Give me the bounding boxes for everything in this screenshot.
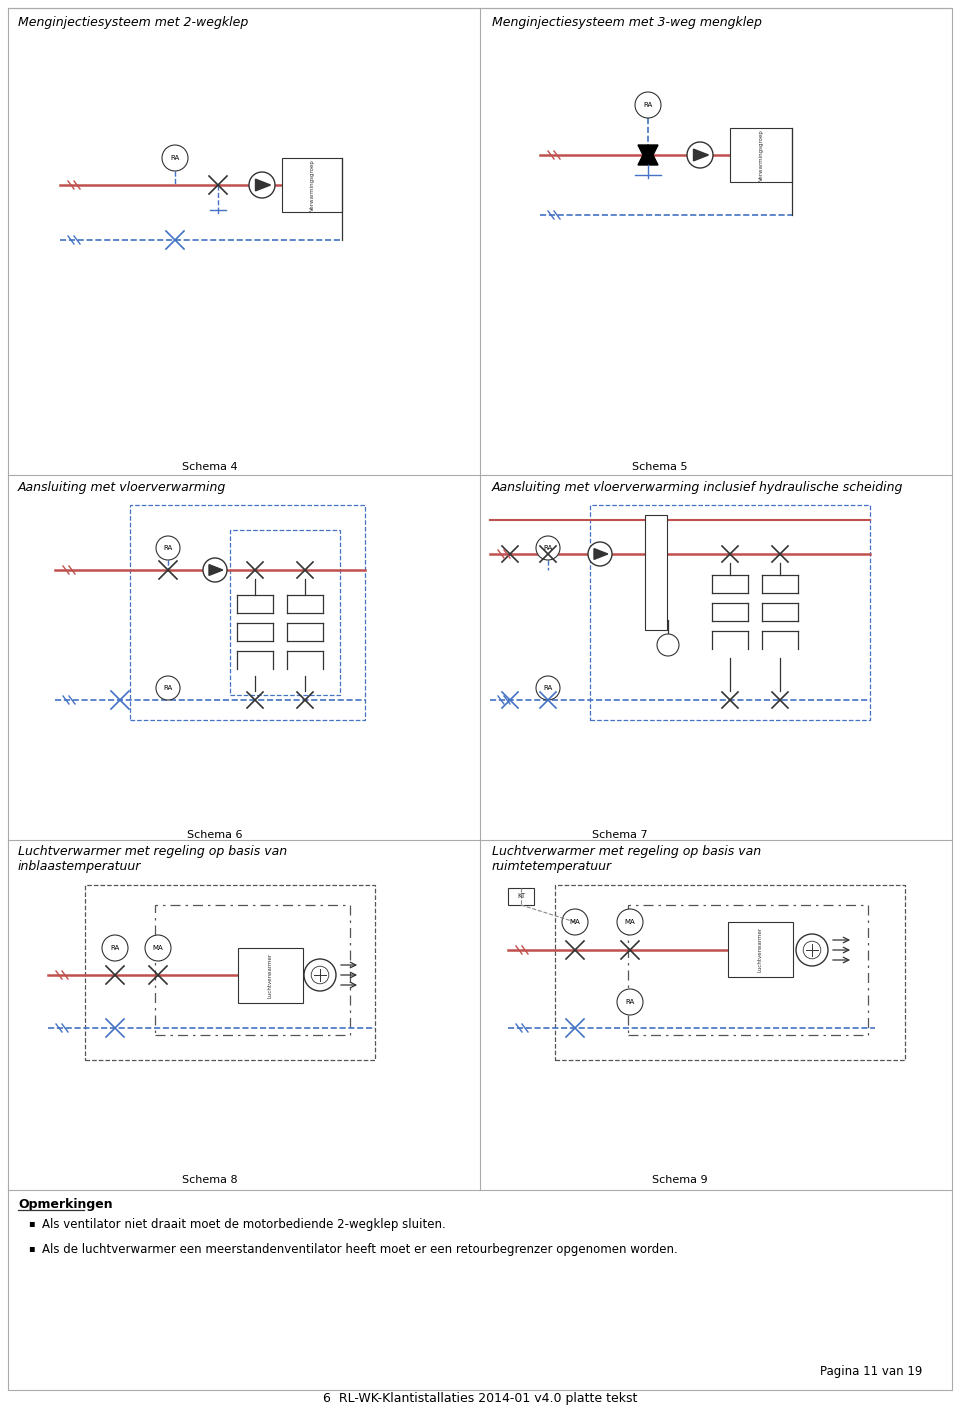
- Text: RA: RA: [170, 155, 180, 161]
- Bar: [555, 885, 905, 1060]
- Text: ▪: ▪: [28, 1217, 35, 1229]
- Bar: [238, 948, 303, 1003]
- Circle shape: [249, 172, 275, 199]
- Text: Als de luchtverwarmer een meerstandenventilator heeft moet er een retourbegrenze: Als de luchtverwarmer een meerstandenven…: [42, 1243, 678, 1255]
- Text: Schema 5: Schema 5: [633, 462, 687, 472]
- Text: Aansluiting met vloerverwarming: Aansluiting met vloerverwarming: [18, 480, 227, 495]
- Text: Schema 8: Schema 8: [182, 1175, 238, 1185]
- Polygon shape: [638, 145, 658, 165]
- Bar: [730, 128, 792, 182]
- Text: Schema 4: Schema 4: [182, 462, 238, 472]
- Text: Luchtverwarmer: Luchtverwarmer: [268, 952, 273, 998]
- Text: Opmerkingen: Opmerkingen: [18, 1198, 112, 1210]
- Circle shape: [617, 909, 643, 936]
- Polygon shape: [594, 548, 608, 559]
- Circle shape: [796, 934, 828, 967]
- Polygon shape: [255, 179, 271, 190]
- Circle shape: [687, 142, 713, 168]
- Bar: [590, 504, 870, 720]
- Bar: [645, 516, 667, 630]
- Text: Pagina 11 van 19: Pagina 11 van 19: [820, 1365, 923, 1378]
- Text: RA: RA: [110, 945, 120, 951]
- Bar: [85, 885, 375, 1060]
- Text: Luchtverwarmer: Luchtverwarmer: [758, 927, 763, 972]
- Circle shape: [657, 634, 679, 657]
- Text: Menginjectiesysteem met 3-weg mengklep: Menginjectiesysteem met 3-weg mengklep: [492, 15, 762, 30]
- Text: MA: MA: [569, 919, 581, 924]
- Polygon shape: [638, 145, 658, 165]
- Bar: [282, 158, 342, 211]
- Text: ▪: ▪: [28, 1243, 35, 1253]
- Text: Menginjectiesysteem met 2-wegklep: Menginjectiesysteem met 2-wegklep: [18, 15, 249, 30]
- Text: Verwarmingsgroep: Verwarmingsgroep: [309, 159, 315, 211]
- Text: RA: RA: [543, 685, 553, 690]
- Text: RA: RA: [625, 999, 635, 1005]
- Circle shape: [311, 967, 328, 983]
- Circle shape: [536, 535, 560, 559]
- Text: Schema 9: Schema 9: [652, 1175, 708, 1185]
- Text: Aansluiting met vloerverwarming inclusief hydraulische scheiding: Aansluiting met vloerverwarming inclusie…: [492, 480, 903, 495]
- Circle shape: [145, 936, 171, 961]
- Circle shape: [588, 542, 612, 566]
- Text: 6  RL-WK-Klantistallaties 2014-01 v4.0 platte tekst: 6 RL-WK-Klantistallaties 2014-01 v4.0 pl…: [323, 1392, 637, 1405]
- Text: RA: RA: [163, 685, 173, 690]
- Circle shape: [156, 535, 180, 559]
- Circle shape: [536, 676, 560, 700]
- Text: RA: RA: [543, 545, 553, 551]
- Bar: [155, 905, 350, 1036]
- Bar: [508, 888, 534, 905]
- Bar: [230, 530, 340, 695]
- Circle shape: [562, 909, 588, 936]
- Polygon shape: [209, 565, 223, 575]
- Text: RA: RA: [163, 545, 173, 551]
- Text: Schema 6: Schema 6: [187, 830, 243, 840]
- Circle shape: [617, 989, 643, 1014]
- Circle shape: [203, 558, 227, 582]
- Circle shape: [156, 676, 180, 700]
- Text: Verwarmingsgroep: Verwarmingsgroep: [758, 130, 763, 180]
- Circle shape: [804, 941, 821, 958]
- Circle shape: [304, 960, 336, 991]
- Text: Als ventilator niet draait moet de motorbediende 2-wegklep sluiten.: Als ventilator niet draait moet de motor…: [42, 1217, 445, 1231]
- Text: MA: MA: [625, 919, 636, 924]
- Text: MA: MA: [153, 945, 163, 951]
- Circle shape: [162, 145, 188, 170]
- Text: Luchtverwarmer met regeling op basis van
inblaastemperatuur: Luchtverwarmer met regeling op basis van…: [18, 845, 287, 874]
- Bar: [628, 905, 868, 1036]
- Text: KT: KT: [516, 893, 525, 899]
- Text: Luchtverwarmer met regeling op basis van
ruimtetemperatuur: Luchtverwarmer met regeling op basis van…: [492, 845, 761, 874]
- Bar: [728, 921, 793, 976]
- Circle shape: [102, 936, 128, 961]
- Text: Schema 7: Schema 7: [592, 830, 648, 840]
- Circle shape: [635, 92, 661, 118]
- Bar: [130, 504, 365, 720]
- Text: RA: RA: [643, 101, 653, 108]
- Polygon shape: [693, 149, 708, 161]
